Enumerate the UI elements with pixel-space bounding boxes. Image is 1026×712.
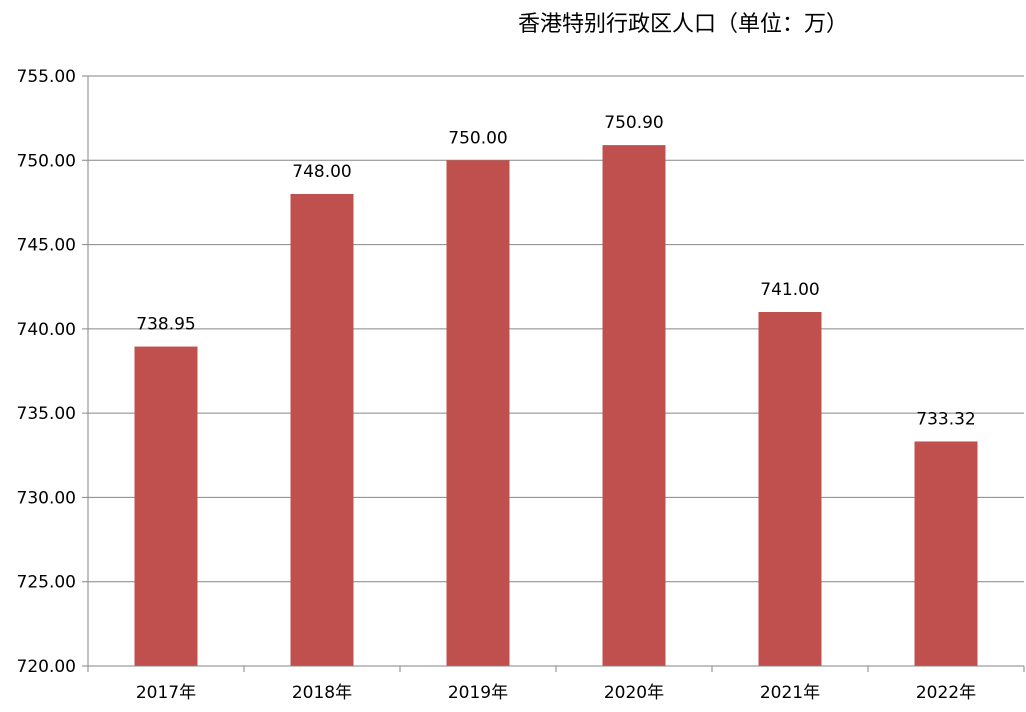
y-tick-label: 740.00 — [17, 320, 76, 340]
bar-2019年 — [446, 160, 510, 667]
data-label: 733.32 — [916, 409, 975, 429]
chart-title: 香港特别行政区人口（单位：万） — [517, 12, 848, 37]
y-tick-label: 745.00 — [17, 236, 76, 256]
data-label: 738.95 — [136, 315, 195, 335]
gridlines — [82, 75, 1024, 583]
x-tick-label: 2021年 — [760, 683, 820, 703]
x-tick-label: 2020年 — [604, 683, 664, 703]
y-tick-label: 725.00 — [17, 573, 76, 593]
x-tick-labels: 2017年 2018年 2019年 2020年 2021年 2022年 — [136, 683, 976, 703]
data-label: 741.00 — [760, 280, 819, 300]
axes — [82, 76, 1025, 672]
y-tick-label: 750.00 — [17, 151, 76, 171]
y-tick-labels: 720.00 725.00 730.00 735.00 740.00 745.00 750.… — [17, 67, 76, 677]
x-tick-label: 2022年 — [916, 683, 976, 703]
y-tick-label: 720.00 — [17, 657, 76, 677]
data-label: 748.00 — [292, 162, 351, 182]
x-tick-label: 2019年 — [448, 683, 508, 703]
bars — [134, 145, 978, 667]
bar-2021年 — [758, 312, 822, 666]
y-tick-label: 755.00 — [17, 67, 76, 87]
y-tick-label: 735.00 — [17, 404, 76, 424]
bar-2022年 — [914, 441, 978, 666]
bar-2020年 — [602, 145, 666, 667]
x-tick-label: 2018年 — [292, 683, 352, 703]
bar-2018年 — [290, 194, 354, 666]
data-labels: 738.95 748.00 750.00 750.90 741.00 733.32 — [136, 113, 975, 429]
y-tick-label: 730.00 — [17, 488, 76, 508]
x-tick-label: 2017年 — [136, 683, 196, 703]
data-label: 750.00 — [448, 128, 507, 148]
bar-2017年 — [134, 346, 198, 666]
data-label: 750.90 — [604, 113, 663, 133]
